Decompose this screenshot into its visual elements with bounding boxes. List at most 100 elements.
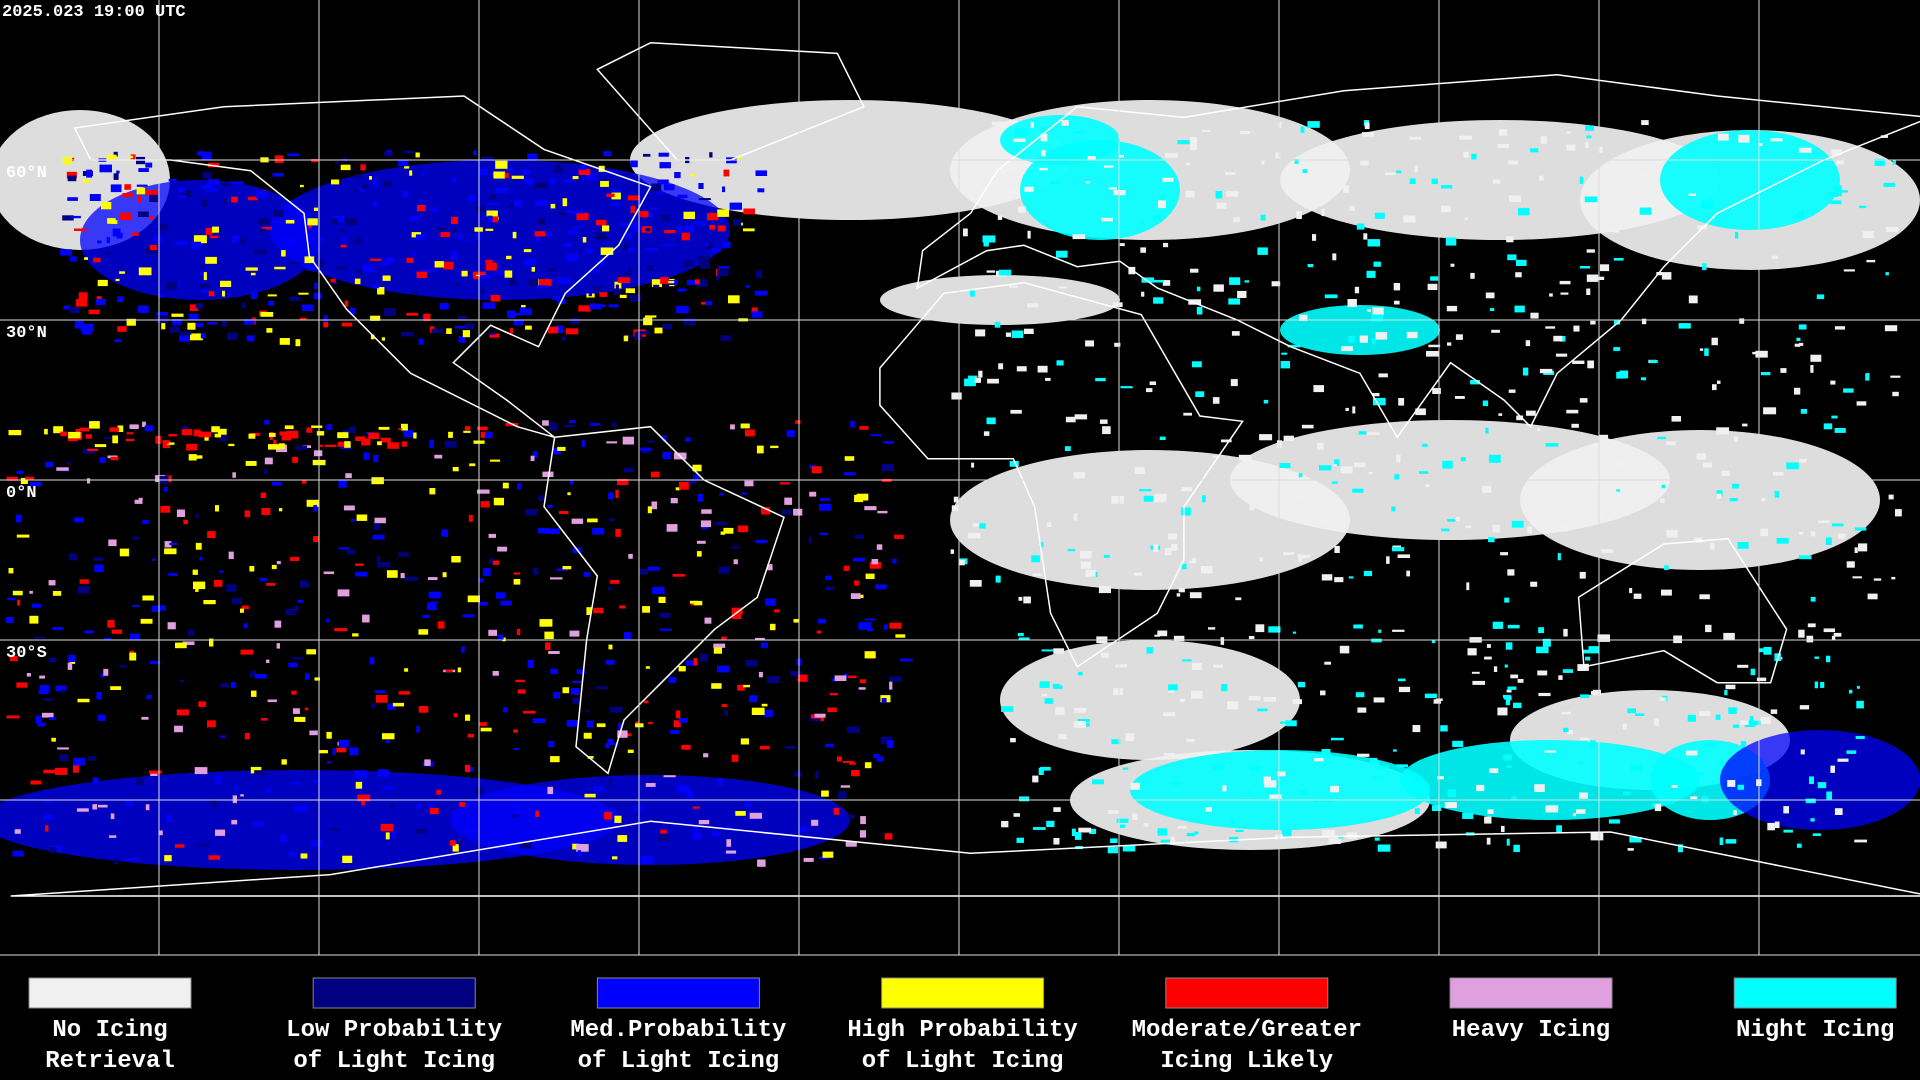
cloud-pixel (313, 207, 318, 211)
cloud-pixel (572, 226, 584, 229)
cloud-pixel (562, 566, 572, 570)
cloud-pixel (253, 249, 267, 255)
cloud-pixel (550, 178, 556, 184)
cloud-pixel (1190, 142, 1198, 150)
cloud-pixel (1053, 807, 1061, 812)
cloud-pixel (1530, 148, 1539, 153)
cloud-pixel (1237, 290, 1247, 298)
cloud-pixel (1393, 283, 1401, 291)
cloud-pixel (513, 572, 521, 575)
cloud-pixel (1823, 423, 1833, 430)
cloud-pixel (354, 238, 362, 245)
cloud-pixel (548, 741, 555, 748)
cloud-pixel (1522, 367, 1529, 376)
cloud-pixel (1146, 647, 1153, 654)
cloud-pixel (1208, 627, 1216, 630)
cloud-pixel (1639, 207, 1652, 215)
cloud-pixel (134, 499, 143, 504)
cloud-pixel (232, 597, 242, 604)
cloud-pixel (554, 168, 563, 174)
cloud-pixel (1377, 765, 1389, 769)
cloud-pixel (459, 802, 465, 807)
cloud-pixel (248, 196, 258, 201)
cloud-pixel (29, 590, 33, 594)
cloud-pixel (1023, 596, 1031, 604)
cloud-pixel (1441, 205, 1451, 213)
cloud-pixel (17, 599, 21, 606)
cloud-pixel (1394, 474, 1400, 481)
cloud-pixel (542, 420, 549, 426)
cloud-pixel (1733, 436, 1739, 442)
cloud-pixel (1085, 340, 1094, 347)
cloud-pixel (1000, 168, 1014, 173)
cloud-pixel (119, 548, 130, 557)
cloud-pixel (1353, 624, 1363, 629)
cloud-pixel (1752, 720, 1761, 726)
cloud-pixel (544, 200, 548, 207)
cloud-pixel (1641, 318, 1647, 325)
cloud-pixel (278, 443, 285, 449)
cloud-pixel (876, 756, 884, 762)
cloud-pixel (93, 557, 104, 561)
cloud-pixel (464, 323, 475, 330)
cloud-pixel (1485, 292, 1495, 299)
cloud-pixel (740, 423, 750, 429)
cloud-pixel (1248, 696, 1261, 701)
cloud-pixel (104, 436, 116, 440)
cloud-pixel (369, 176, 372, 180)
cloud-pixel (1664, 565, 1669, 571)
cloud-pixel (152, 558, 156, 561)
cloud-pixel (156, 312, 168, 316)
cloud-pixel (610, 706, 623, 713)
cloud-pixel (138, 168, 149, 172)
cloud-pixel (258, 218, 270, 225)
cloud-pixel (1039, 681, 1050, 688)
cloud-pixel (1371, 314, 1384, 322)
cloud-pixel (1493, 179, 1501, 184)
cloud-pixel (260, 228, 266, 233)
cloud-pixel (119, 664, 127, 668)
cloud-pixel (1799, 458, 1807, 463)
cloud-pixel (89, 194, 101, 201)
cloud-pixel (271, 564, 277, 570)
cloud-pixel (110, 686, 121, 690)
cloud-pixel (1755, 350, 1768, 358)
cloud-pixel (238, 238, 245, 244)
cloud-pixel (1111, 739, 1121, 745)
cloud-pixel (991, 121, 1005, 126)
cloud-pixel (458, 336, 466, 343)
cloud-pixel (397, 159, 409, 166)
cloud-pixel (1588, 646, 1600, 654)
cloud-pixel (387, 703, 396, 710)
cloud-pixel (1497, 144, 1510, 148)
cloud-pixel (1471, 153, 1477, 161)
cloud-pixel (1571, 423, 1579, 428)
cloud-pixel (1671, 785, 1678, 788)
cloud-pixel (370, 703, 376, 708)
cloud-pixel (550, 756, 560, 763)
cloud-pixel (514, 200, 522, 207)
cloud-pixel (615, 528, 621, 537)
cloud-pixel (723, 527, 734, 534)
cloud-pixel (709, 152, 713, 158)
cloud-pixel (675, 710, 681, 719)
cloud-pixel (651, 183, 662, 192)
cloud-pixel (733, 219, 742, 226)
cloud-pixel (464, 426, 471, 431)
cloud-pixel (340, 244, 347, 248)
cloud-pixel (1740, 741, 1747, 748)
cloud-pixel (1363, 570, 1373, 577)
cloud-pixel (1530, 312, 1539, 319)
cloud-pixel (1694, 537, 1703, 543)
cloud-pixel (1007, 188, 1020, 194)
cloud-pixel (605, 743, 610, 748)
cloud-pixel (376, 555, 381, 563)
cloud-pixel (1409, 178, 1416, 184)
cloud-pixel (16, 470, 24, 474)
cloud-pixel (99, 457, 106, 463)
cloud-pixel (623, 467, 634, 473)
cloud-pixel (1830, 380, 1836, 385)
cloud-pixel (172, 319, 182, 326)
cloud-pixel (289, 261, 301, 264)
cloud-pixel (231, 819, 238, 825)
